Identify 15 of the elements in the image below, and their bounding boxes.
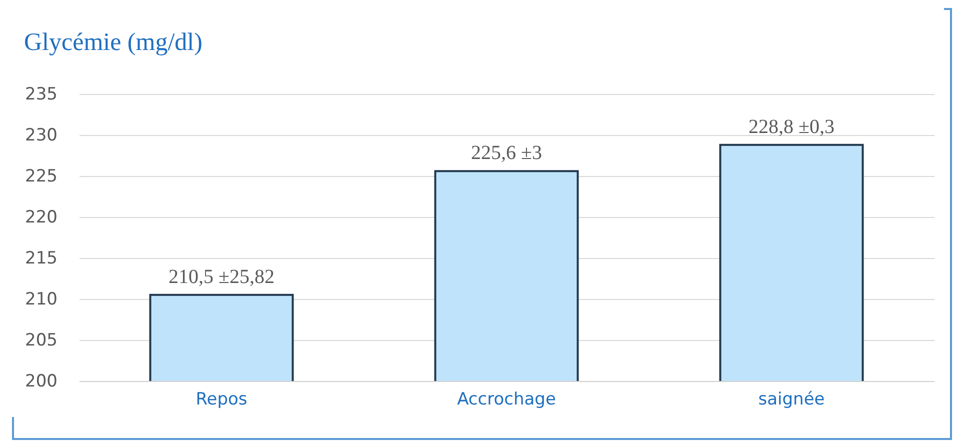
data-label: 225,6 ±3: [471, 142, 542, 164]
x-tick-label: Repos: [196, 390, 248, 410]
y-tick-label: 210: [25, 290, 58, 310]
y-tick-label: 205: [25, 330, 58, 350]
x-tick-label: saignée: [758, 390, 825, 410]
y-tick-label: 215: [25, 248, 58, 268]
x-tick-label: Accrochage: [457, 390, 556, 410]
y-tick-label: 230: [25, 126, 58, 146]
data-label: 210,5 ±25,82: [168, 266, 274, 288]
y-tick-label: 220: [25, 208, 58, 228]
data-label: 228,8 ±0,3: [748, 116, 834, 138]
chart-title: Glycémie (mg/dl): [24, 29, 202, 56]
y-tick-label: 200: [25, 372, 58, 392]
y-tick-label: 225: [25, 166, 58, 186]
y-tick-label: 235: [25, 84, 58, 104]
